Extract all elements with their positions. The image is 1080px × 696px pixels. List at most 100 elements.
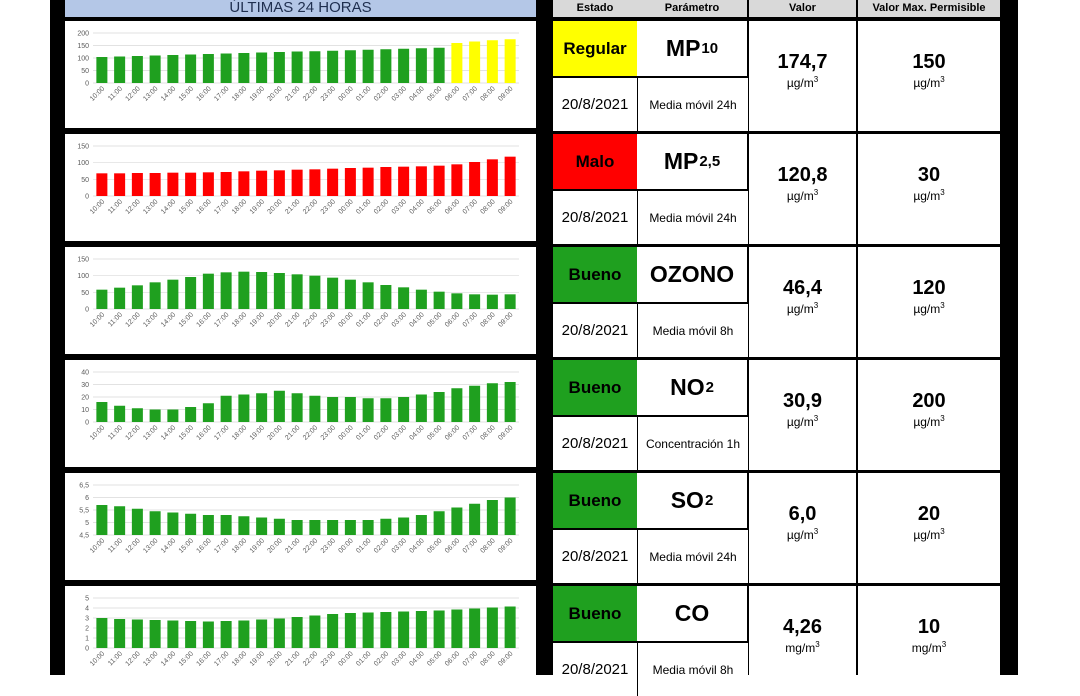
x-tick-label: 19:00: [249, 537, 266, 554]
x-tick-label: 22:00: [302, 85, 319, 102]
x-tick-label: 13:00: [142, 85, 159, 102]
bar: [504, 606, 516, 648]
x-tick-label: 03:00: [391, 198, 408, 215]
x-tick-label: 06:00: [444, 311, 461, 328]
bar: [362, 167, 374, 196]
bar: [238, 394, 250, 422]
bar: [380, 612, 392, 648]
bar: [398, 166, 410, 196]
x-tick-label: 12:00: [124, 198, 141, 215]
x-tick-label: 22:00: [302, 198, 319, 215]
bar: [185, 407, 197, 422]
max-permissible-cell: 150 µg/m3: [858, 21, 1000, 131]
bar: [256, 393, 268, 422]
y-tick-label: 0: [85, 420, 89, 427]
averaging-method: Media móvil 8h: [637, 643, 748, 696]
bar-chart: 0 50 100 150 200 10:00 11:00 12:00 13:00 14:00 15:…: [77, 31, 519, 103]
max-permissible-cell: 30 µg/m3: [858, 134, 1000, 244]
bar: [362, 282, 374, 309]
x-tick-label: 05:00: [426, 650, 443, 667]
bar: [114, 506, 126, 535]
bar: [398, 397, 410, 422]
bar: [415, 289, 427, 309]
bar: [238, 53, 250, 83]
x-tick-label: 08:00: [479, 198, 496, 215]
bar-chart: 4,5 5 5,5 6 6,5 10:00 11:00 12:00 13:00 14:00 15:0…: [79, 483, 519, 555]
x-tick-label: 05:00: [426, 424, 443, 441]
x-tick-label: 12:00: [124, 311, 141, 328]
y-tick-label: 4,5: [79, 533, 89, 540]
bar: [504, 39, 516, 83]
x-tick-label: 11:00: [107, 198, 124, 215]
bar: [486, 383, 498, 422]
bar: [398, 287, 410, 309]
bar: [273, 618, 285, 648]
x-tick-label: 12:00: [124, 537, 141, 554]
x-tick-label: 20:00: [266, 311, 283, 328]
x-tick-label: 13:00: [142, 198, 159, 215]
bar: [327, 614, 339, 648]
measurement-date: 20/8/2021: [561, 435, 629, 452]
x-tick-label: 14:00: [160, 424, 177, 441]
x-tick-label: 02:00: [373, 537, 390, 554]
chart-so2: 4,5 5 5,5 6 6,5 10:00 11:00 12:00 13:00 14:00 15:0…: [65, 473, 536, 580]
bar: [433, 165, 445, 196]
bar: [238, 171, 250, 196]
x-tick-label: 17:00: [213, 85, 230, 102]
bar: [202, 515, 214, 535]
x-tick-label: 15:00: [178, 198, 195, 215]
bar: [469, 294, 481, 309]
y-tick-label: 200: [77, 31, 89, 38]
max-permissible-unit: µg/m3: [913, 527, 945, 542]
max-permissible-value: 200: [912, 390, 946, 412]
y-tick-label: 150: [77, 257, 89, 264]
x-tick-label: 22:00: [302, 311, 319, 328]
parameter-subscript: 10: [701, 40, 719, 57]
x-tick-label: 15:00: [178, 650, 195, 667]
status-badge: Regular: [553, 21, 637, 76]
max-permissible-value: 150: [912, 51, 946, 73]
x-tick-label: 00:00: [337, 311, 354, 328]
y-tick-label: 3: [85, 616, 89, 623]
x-tick-label: 21:00: [284, 198, 301, 215]
bar: [433, 610, 445, 648]
x-tick-label: 19:00: [249, 85, 266, 102]
x-tick-label: 09:00: [497, 198, 514, 215]
bar: [486, 294, 498, 309]
parameter-label: MP: [665, 35, 701, 61]
bar: [362, 520, 374, 535]
x-tick-label: 07:00: [462, 311, 479, 328]
measurement-date: 20/8/2021: [561, 209, 629, 226]
y-tick-label: 50: [81, 68, 89, 75]
x-tick-label: 01:00: [355, 424, 372, 441]
bar: [291, 169, 303, 196]
column-header: Parámetro: [637, 0, 747, 17]
bar: [149, 620, 161, 648]
measured-value: 4,26: [783, 616, 822, 638]
x-tick-label: 19:00: [249, 650, 266, 667]
bar: [451, 507, 463, 535]
bar: [96, 402, 108, 422]
x-tick-label: 04:00: [408, 198, 425, 215]
bar: [415, 48, 427, 83]
bar: [131, 173, 143, 196]
x-tick-label: 01:00: [355, 537, 372, 554]
x-tick-label: 00:00: [337, 650, 354, 667]
x-tick-label: 16:00: [195, 537, 212, 554]
value-cell: 174,7 µg/m3: [749, 21, 856, 131]
x-tick-label: 20:00: [266, 650, 283, 667]
bar: [273, 273, 285, 309]
bar: [220, 621, 232, 648]
bar: [398, 517, 410, 535]
column-header: Valor: [749, 0, 856, 17]
averaging-method: Media móvil 8h: [637, 304, 748, 357]
parameter-subscript: 2,5: [699, 153, 721, 170]
x-tick-label: 20:00: [266, 424, 283, 441]
bar: [469, 162, 481, 196]
x-tick-label: 16:00: [195, 85, 212, 102]
parameter-name: OZONO: [637, 247, 747, 302]
x-tick-label: 13:00: [142, 650, 159, 667]
measured-value: 174,7: [777, 51, 828, 73]
bar: [451, 388, 463, 422]
x-tick-label: 16:00: [195, 650, 212, 667]
